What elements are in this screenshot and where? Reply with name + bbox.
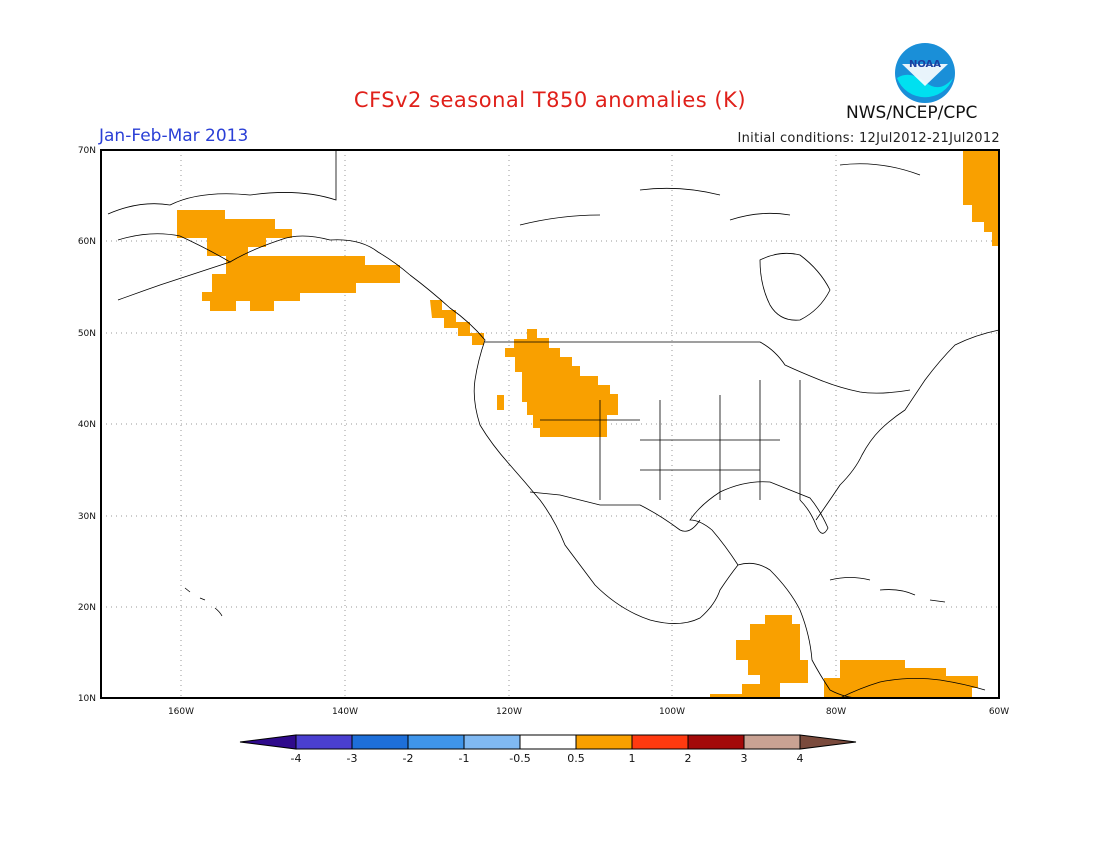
lat-label: 10N — [78, 694, 96, 704]
colorbar-segment — [631, 734, 689, 750]
coastlines — [107, 150, 1000, 699]
anomaly-bc-coast — [430, 300, 484, 345]
lat-label: 60N — [78, 237, 96, 247]
colorbar-segment — [575, 734, 633, 750]
colorbar-segment — [351, 734, 409, 750]
colorbar-tick-label: 4 — [797, 752, 804, 765]
colorbar-tick-label: 3 — [741, 752, 748, 765]
colorbar-tick-label: -0.5 — [509, 752, 530, 765]
colorbar-segment — [407, 734, 465, 750]
lon-label: 100W — [659, 707, 685, 717]
noaa-logo-text: NOAA — [909, 59, 941, 70]
colorbar: -4 -3 -2 -1 -0.5 0.5 1 2 3 4 — [239, 734, 857, 765]
longitude-labels: 160W 140W 120W 100W 80W 60W — [168, 707, 1009, 717]
anomaly-shading — [177, 150, 999, 698]
latitude-labels: 70N 60N 50N 40N 30N 20N 10N — [78, 146, 96, 704]
lat-label: 50N — [78, 329, 96, 339]
colorbar-low-triangle — [239, 734, 297, 750]
colorbar-tick-label: -2 — [403, 752, 414, 765]
lon-label: 120W — [496, 707, 522, 717]
colorbar-tick-label: -4 — [291, 752, 302, 765]
colorbar-tick-label: 1 — [629, 752, 636, 765]
anomaly-central-america — [710, 615, 808, 698]
noaa-logo-icon: NOAA — [895, 43, 955, 103]
colorbar-high-triangle — [799, 734, 857, 750]
anomaly-nw-us — [505, 329, 618, 437]
colorbar-segment — [743, 734, 801, 750]
colorbar-segment — [295, 734, 353, 750]
lat-label: 30N — [78, 512, 96, 522]
colorbar-segment — [687, 734, 745, 750]
colorbar-tick-label: 2 — [685, 752, 692, 765]
lat-label: 40N — [78, 420, 96, 430]
anomaly-oregon-dot — [497, 395, 504, 410]
agency-label: NWS/NCEP/CPC — [846, 103, 978, 123]
colorbar-segment — [463, 734, 521, 750]
lon-label: 140W — [332, 707, 358, 717]
colorbar-tick-label: 0.5 — [567, 752, 585, 765]
anomaly-labrador — [963, 150, 999, 246]
lon-label: 80W — [826, 707, 846, 717]
initial-conditions: Initial conditions: 12Jul2012-21Jul2012 — [737, 131, 1000, 146]
colorbar-segment — [519, 734, 577, 750]
chart-title: CFSv2 seasonal T850 anomalies (K) — [353, 88, 747, 112]
lon-label: 60W — [989, 707, 1009, 717]
anomaly-alaska — [177, 210, 400, 311]
lon-label: 160W — [168, 707, 194, 717]
lat-label: 70N — [78, 146, 96, 156]
forecast-period: Jan-Feb-Mar 2013 — [99, 126, 249, 146]
colorbar-tick-label: -3 — [347, 752, 358, 765]
colorbar-tick-label: -1 — [459, 752, 470, 765]
map-frame — [100, 149, 1000, 699]
lat-label: 20N — [78, 603, 96, 613]
